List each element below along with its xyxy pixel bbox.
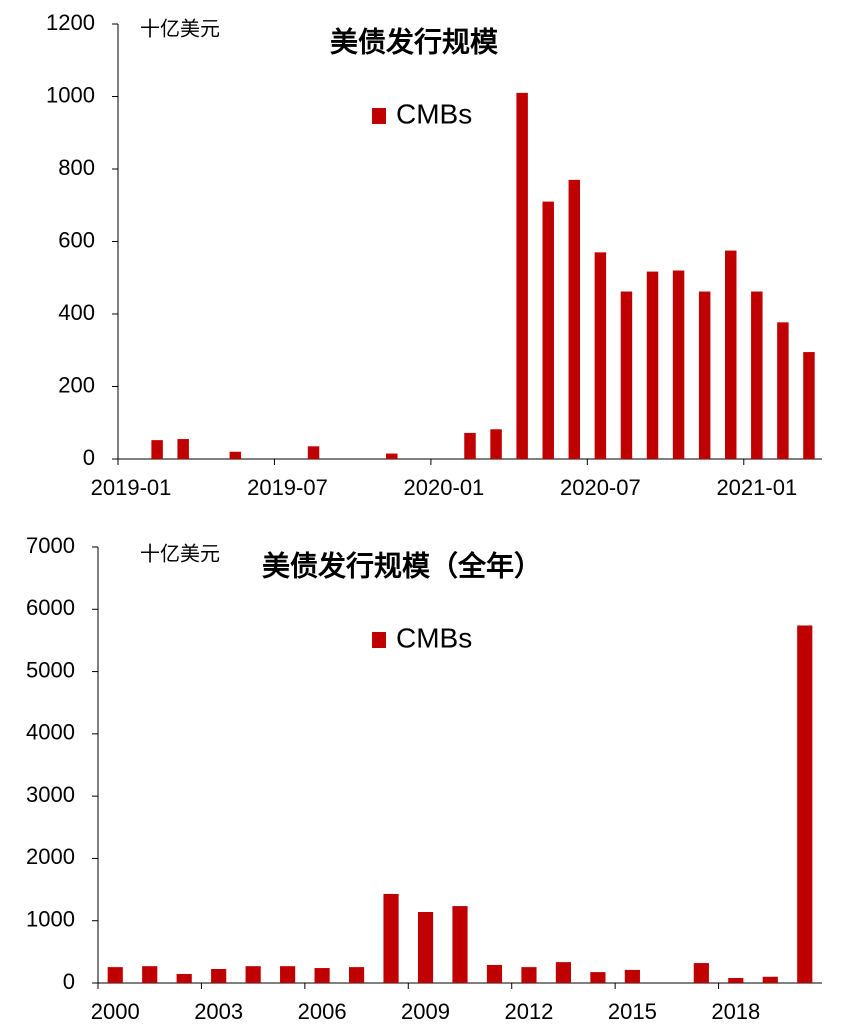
- bar: [693, 963, 709, 983]
- x-tick-label: 2009: [401, 999, 450, 1024]
- y-tick-label: 800: [58, 155, 95, 180]
- bar: [542, 201, 554, 459]
- x-tick-label: 2019-01: [91, 475, 172, 500]
- bar: [490, 429, 502, 459]
- bar: [142, 966, 158, 983]
- bar: [516, 92, 528, 459]
- bar: [725, 250, 737, 459]
- bar: [464, 432, 476, 459]
- bar: [590, 972, 606, 983]
- chart-title: 美债发行规模: [330, 26, 499, 59]
- bar: [762, 976, 778, 983]
- bar: [280, 966, 296, 983]
- bar: [314, 968, 330, 983]
- bar: [386, 453, 398, 459]
- x-tick-label: 2003: [194, 999, 243, 1024]
- bar: [672, 270, 685, 459]
- bar: [803, 352, 815, 459]
- legend-label: CMBs: [396, 98, 472, 129]
- y-tick-label: 600: [58, 227, 95, 252]
- y-tick-label: 3000: [26, 782, 75, 807]
- bar: [211, 968, 227, 983]
- y-tick-label: 5000: [26, 657, 75, 682]
- y-tick-label: 1200: [46, 10, 95, 35]
- x-tick-label: 2012: [504, 999, 553, 1024]
- bar: [751, 291, 763, 459]
- x-tick-label: 2019-07: [247, 475, 328, 500]
- y-tick-label: 0: [83, 445, 95, 470]
- legend-swatch: [372, 632, 386, 648]
- bar: [521, 967, 537, 983]
- bar: [452, 906, 468, 983]
- y-tick-label: 1000: [26, 907, 75, 932]
- bar: [348, 967, 365, 983]
- y-tick-label: 200: [58, 372, 95, 397]
- x-tick-label: 2006: [298, 999, 347, 1024]
- bar: [229, 451, 242, 459]
- bar: [151, 440, 163, 459]
- y-tick-label: 4000: [26, 720, 75, 745]
- legend-swatch: [372, 108, 386, 124]
- bar: [177, 439, 189, 459]
- y-tick-label: 0: [63, 969, 75, 994]
- bar: [624, 969, 640, 983]
- y-tick-label: 2000: [26, 844, 75, 869]
- bar: [698, 291, 711, 459]
- bar: [383, 893, 399, 983]
- x-tick-label: 2015: [608, 999, 657, 1024]
- y-tick-label: 7000: [26, 533, 75, 558]
- bar: [620, 291, 633, 459]
- bar: [486, 964, 503, 983]
- bar: [417, 911, 434, 983]
- y-axis-unit: 十亿美元: [140, 542, 220, 566]
- bar: [107, 967, 123, 983]
- x-tick-label: 2020-01: [404, 475, 485, 500]
- x-tick-label: 2021-01: [716, 475, 797, 500]
- bar: [568, 179, 581, 459]
- legend-label: CMBs: [396, 622, 472, 653]
- bar: [307, 446, 320, 459]
- bar: [245, 966, 261, 983]
- y-tick-label: 6000: [26, 595, 75, 620]
- y-tick-label: 400: [58, 300, 95, 325]
- bar: [646, 271, 659, 459]
- bar: [594, 252, 607, 459]
- y-tick-label: 1000: [46, 82, 95, 107]
- bar: [797, 625, 813, 983]
- y-axis-unit: 十亿美元: [140, 17, 220, 41]
- bar: [176, 973, 192, 983]
- x-tick-label: 2000: [91, 999, 140, 1024]
- chart-title: 美债发行规模（全年）: [262, 550, 542, 583]
- bar: [555, 962, 572, 983]
- bar: [728, 978, 744, 983]
- bar: [777, 322, 789, 459]
- x-tick-label: 2018: [711, 999, 760, 1024]
- x-tick-label: 2020-07: [560, 475, 641, 500]
